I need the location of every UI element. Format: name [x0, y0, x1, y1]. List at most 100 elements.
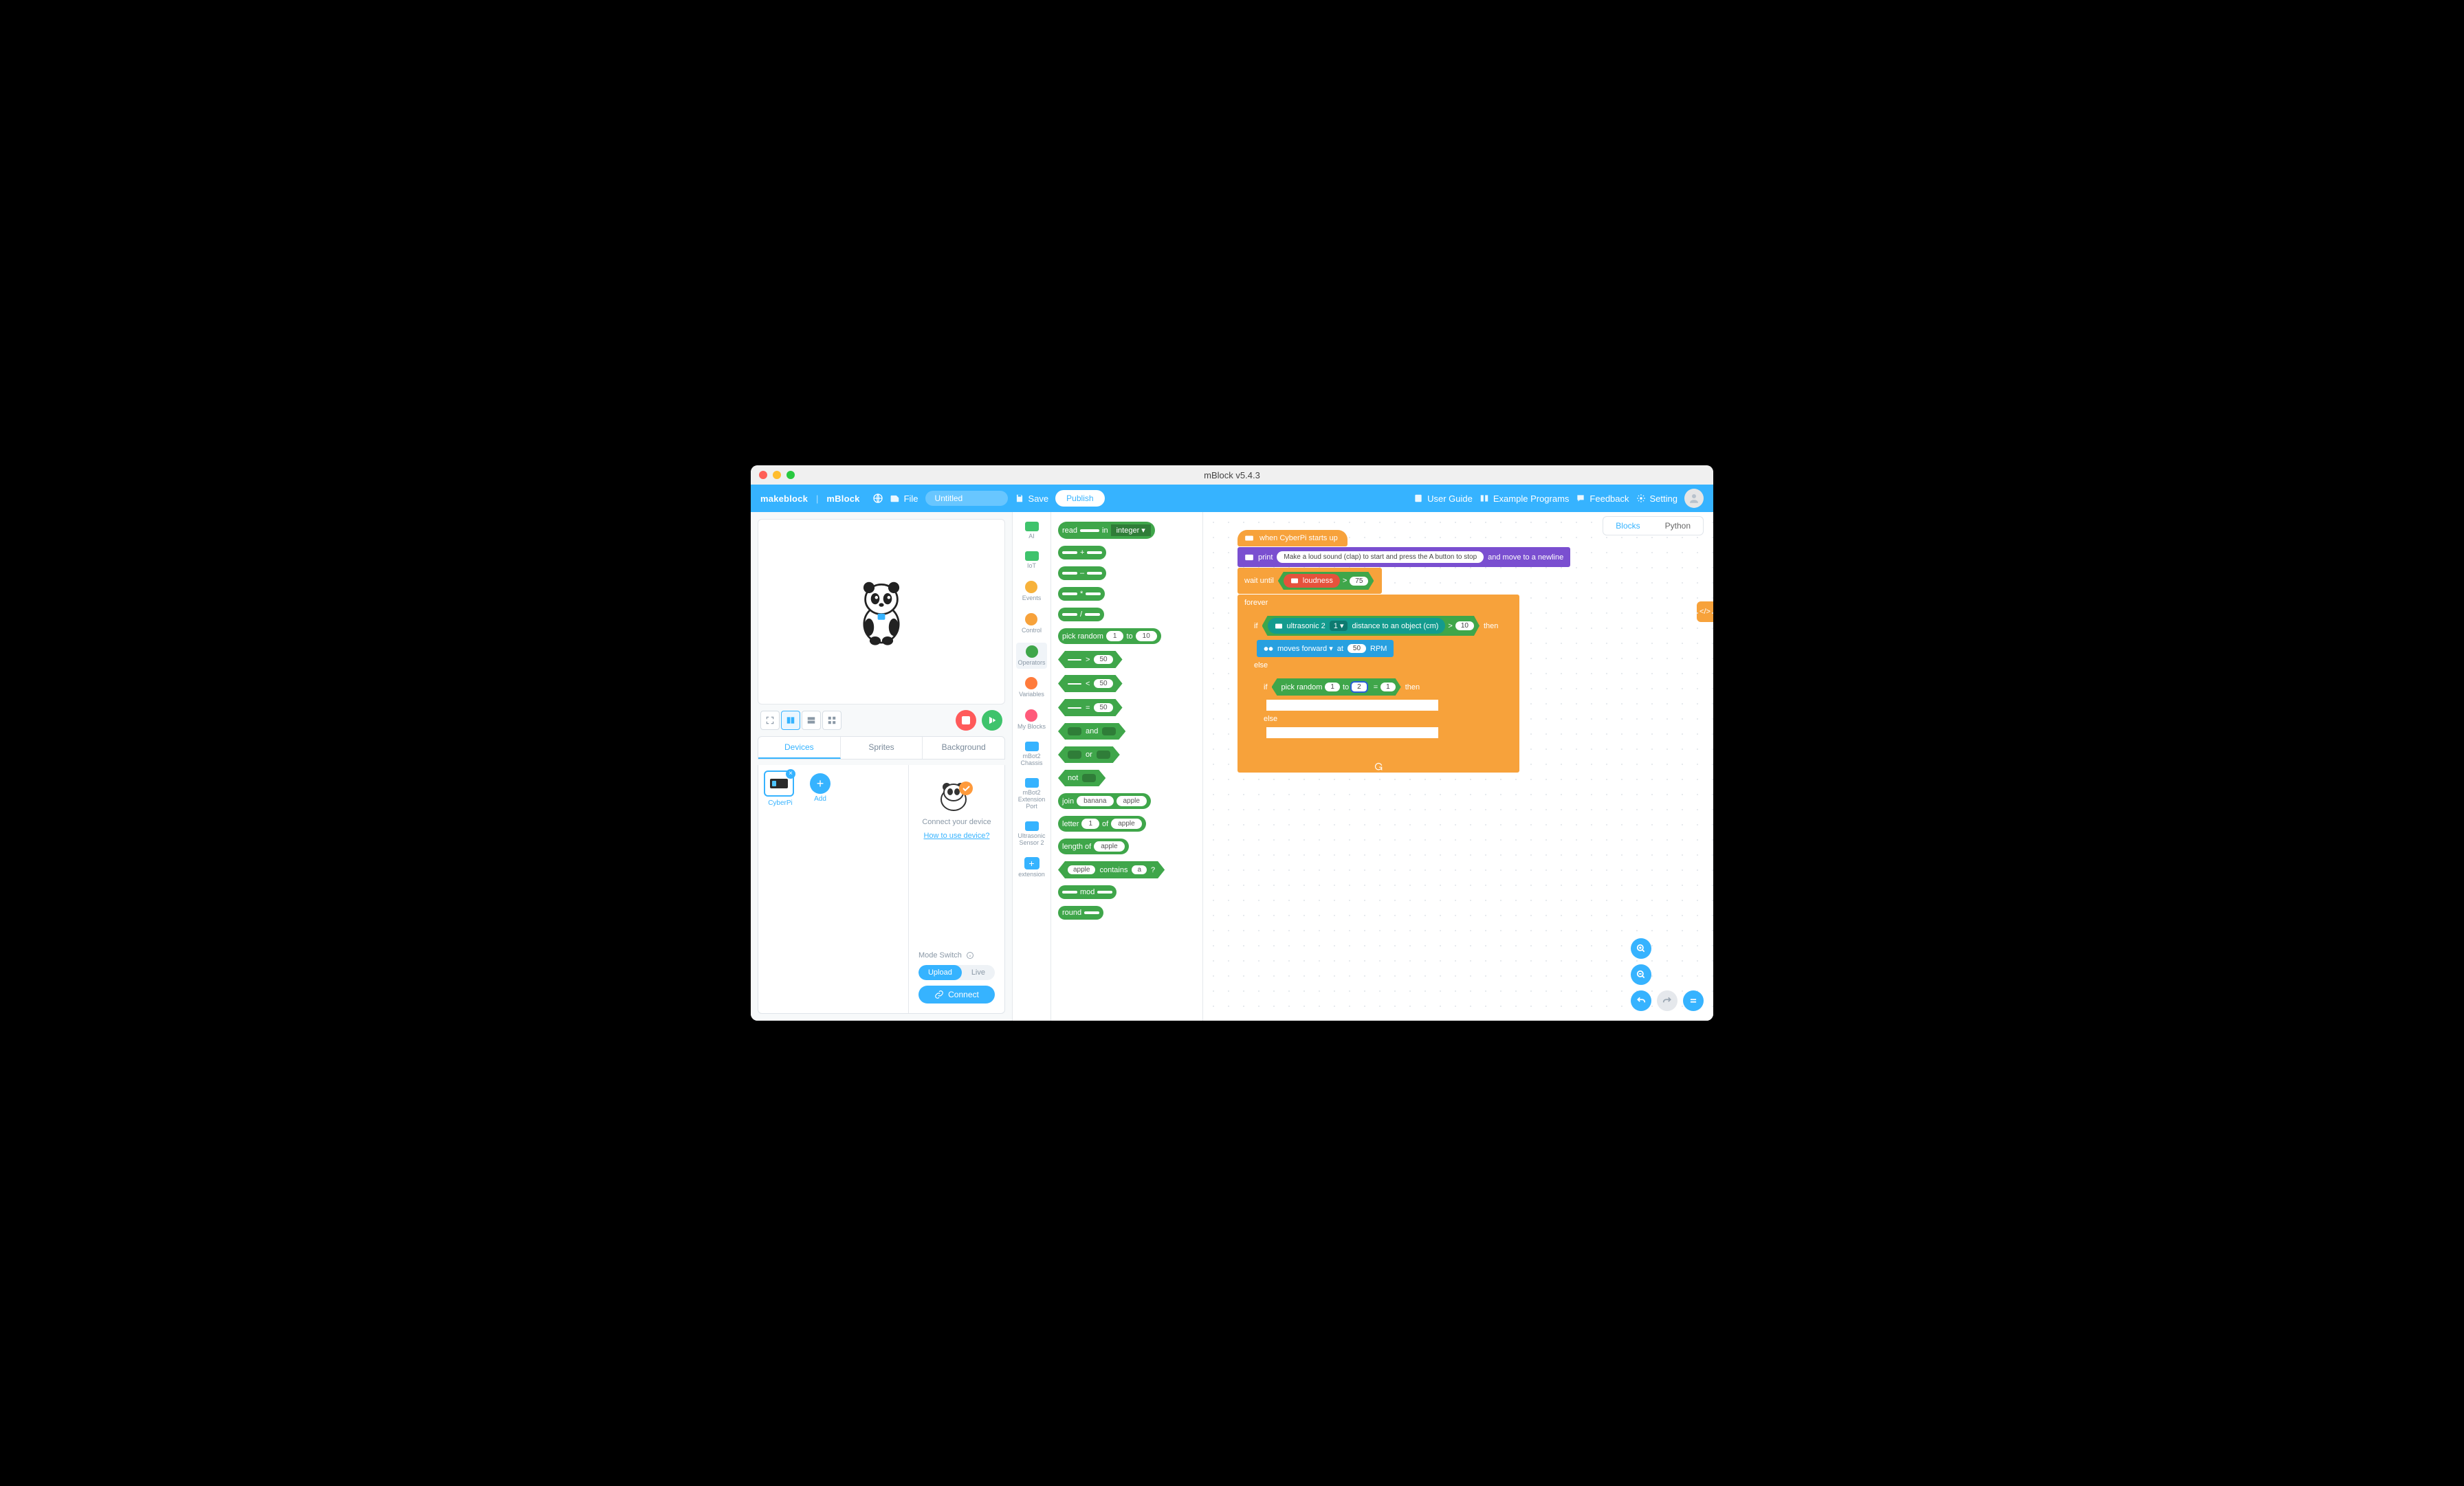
- block-if-else-outer: if ultrasonic 2 1 ▾ distance to an objec…: [1247, 612, 1518, 757]
- info-icon[interactable]: [966, 951, 974, 960]
- code-tabs: Blocks Python: [1603, 516, 1704, 535]
- block-wait-until: wait until loudness > 75: [1238, 568, 1382, 594]
- block-mul[interactable]: *: [1058, 587, 1105, 601]
- window-title: mBlock v5.4.3: [1204, 470, 1260, 480]
- block-contains[interactable]: applecontainsa?: [1058, 861, 1165, 878]
- block-and[interactable]: and: [1058, 723, 1125, 740]
- device-cyberpi[interactable]: × CyberPi: [764, 770, 797, 807]
- script-stack[interactable]: when CyberPi starts up print Make a loud…: [1238, 530, 1570, 773]
- category-label: Operators: [1018, 660, 1045, 667]
- tab-background[interactable]: Background: [923, 737, 1004, 759]
- block-div[interactable]: /: [1058, 608, 1104, 621]
- category-label: Events: [1022, 595, 1042, 602]
- blocks-panel: AI IoT Events Control Operators Variables My B…: [1012, 512, 1203, 1021]
- file-menu[interactable]: File: [890, 494, 918, 504]
- tab-devices[interactable]: Devices: [758, 737, 841, 759]
- category-operators[interactable]: Operators: [1016, 643, 1046, 669]
- devices-panel: × CyberPi + Add Connect your device How …: [758, 765, 1005, 1014]
- example-programs-link[interactable]: Example Programs: [1480, 494, 1570, 504]
- category-icon: [1025, 742, 1039, 751]
- user-avatar[interactable]: [1684, 489, 1704, 508]
- mode-upload[interactable]: Upload: [918, 965, 962, 980]
- feedback-link[interactable]: Feedback: [1576, 494, 1629, 504]
- block-random[interactable]: pick random1to10: [1058, 628, 1161, 644]
- block-or[interactable]: or: [1058, 746, 1120, 763]
- hat-startup: when CyberPi starts up: [1238, 530, 1348, 546]
- block-not[interactable]: not: [1058, 770, 1106, 786]
- script-area: Blocks Python </> when CyberPi starts up…: [1203, 512, 1713, 1021]
- block-eq[interactable]: =50: [1058, 699, 1123, 716]
- close-window-icon[interactable]: [759, 471, 767, 479]
- stop-button[interactable]: [956, 710, 976, 731]
- category-label: Control: [1022, 628, 1042, 634]
- block-print: print Make a loud sound (clap) to start …: [1238, 547, 1570, 567]
- stage: [758, 519, 1005, 705]
- tab-sprites[interactable]: Sprites: [841, 737, 923, 759]
- block-gt[interactable]: >50: [1058, 651, 1123, 668]
- block-add[interactable]: +: [1058, 546, 1106, 559]
- globe-icon[interactable]: [872, 493, 883, 504]
- category-variables[interactable]: Variables: [1018, 674, 1046, 701]
- zoom-out-button[interactable]: [1631, 964, 1651, 985]
- category-events[interactable]: Events: [1021, 578, 1043, 605]
- category-control[interactable]: Control: [1020, 610, 1043, 637]
- stage-fullscreen-button[interactable]: [760, 711, 780, 730]
- setting-link[interactable]: Setting: [1636, 494, 1678, 504]
- connect-msg-label: Connect your device: [922, 818, 991, 826]
- mode-segment: Upload Live: [918, 965, 995, 980]
- category-icon: [1025, 613, 1037, 625]
- project-name-input[interactable]: [925, 491, 1008, 506]
- random-to-input[interactable]: 2: [1352, 683, 1367, 691]
- save-button[interactable]: Save: [1015, 494, 1049, 504]
- mode-live[interactable]: Live: [962, 965, 995, 980]
- minimize-window-icon[interactable]: [773, 471, 781, 479]
- block-lt[interactable]: <50: [1058, 675, 1123, 692]
- category-my-blocks[interactable]: My Blocks: [1016, 707, 1047, 733]
- remove-device-icon[interactable]: ×: [786, 769, 795, 779]
- category-label: Ultrasonic Sensor 2: [1014, 833, 1049, 847]
- undo-button[interactable]: [1631, 990, 1651, 1011]
- category-label: My Blocks: [1018, 724, 1046, 731]
- category-ultrasonic-sensor-2[interactable]: Ultrasonic Sensor 2: [1013, 819, 1050, 850]
- connect-label: Connect: [948, 990, 979, 999]
- extension-button[interactable]: +extension: [1017, 854, 1046, 881]
- maximize-window-icon[interactable]: [786, 471, 795, 479]
- block-letter[interactable]: letter1ofapple: [1058, 816, 1146, 832]
- redo-button[interactable]: [1657, 990, 1678, 1011]
- category-iot[interactable]: IoT: [1024, 548, 1040, 573]
- mic-icon: [1290, 577, 1299, 584]
- category-label: mBot2 Chassis: [1014, 753, 1049, 767]
- user-guide-link[interactable]: User Guide: [1414, 494, 1473, 504]
- block-sub[interactable]: –: [1058, 566, 1106, 580]
- howto-link[interactable]: How to use device?: [923, 832, 989, 840]
- block-mod[interactable]: mod: [1058, 885, 1116, 899]
- device-list: × CyberPi + Add: [758, 765, 908, 1013]
- run-button[interactable]: [982, 710, 1002, 731]
- center-button[interactable]: [1683, 990, 1704, 1011]
- connect-button[interactable]: Connect: [918, 986, 995, 1003]
- stage-view3-button[interactable]: [822, 711, 842, 730]
- brand-makeblock: makeblock: [760, 494, 808, 504]
- stage-view1-button[interactable]: [781, 711, 800, 730]
- category-label: Variables: [1019, 691, 1044, 698]
- app-window: mBlock v5.4.3 makeblock | mBlock File Sa…: [751, 465, 1713, 1021]
- block-move-forward: moves forward ▾ at 50 RPM: [1257, 640, 1394, 657]
- block-length[interactable]: length ofapple: [1058, 839, 1129, 854]
- block-round[interactable]: round: [1058, 906, 1103, 920]
- category-column: AI IoT Events Control Operators Variables My B…: [1013, 512, 1051, 1021]
- category-mbot2-extension-port[interactable]: mBot2 Extension Port: [1013, 775, 1050, 813]
- publish-button[interactable]: Publish: [1055, 490, 1104, 507]
- topbar: makeblock | mBlock File Save Publish Use…: [751, 485, 1713, 512]
- block-read[interactable]: read ininteger ▾: [1058, 522, 1155, 539]
- tab-python[interactable]: Python: [1653, 517, 1703, 535]
- block-join[interactable]: joinbananaapple: [1058, 793, 1151, 809]
- loop-icon: [1374, 762, 1383, 770]
- category-mbot2-chassis[interactable]: mBot2 Chassis: [1013, 739, 1050, 770]
- stage-view2-button[interactable]: [802, 711, 821, 730]
- add-device-button[interactable]: + Add: [804, 770, 837, 803]
- extension-label: extension: [1018, 872, 1045, 878]
- zoom-in-button[interactable]: [1631, 938, 1651, 959]
- main-body: Devices Sprites Background × CyberPi + A…: [751, 512, 1713, 1021]
- category-ai[interactable]: AI: [1024, 519, 1040, 543]
- tab-blocks[interactable]: Blocks: [1603, 517, 1652, 535]
